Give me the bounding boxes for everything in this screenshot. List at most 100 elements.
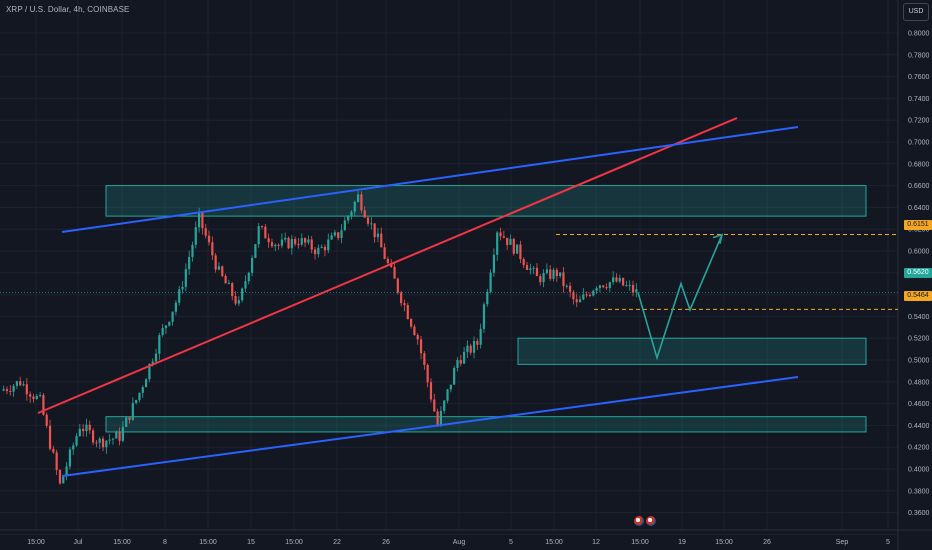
candle-body <box>439 410 443 426</box>
candle-body <box>171 311 174 322</box>
currency-button[interactable]: USD <box>903 3 929 21</box>
time-tick-label: 15:00 <box>199 539 217 546</box>
candle-body <box>111 438 115 440</box>
candle-body <box>307 239 310 243</box>
candle-body <box>625 285 628 287</box>
candle-body <box>621 277 625 286</box>
candle-body <box>618 277 621 282</box>
price-tick-label: 0.6200 <box>908 227 930 234</box>
candle-body <box>204 228 207 236</box>
candle-body <box>602 285 605 288</box>
price-tag-current: 0.5620 <box>904 268 932 278</box>
candle-body <box>35 395 38 399</box>
candle-body <box>496 232 499 255</box>
grid-lines <box>0 0 898 535</box>
lower-channel-line-blue <box>61 376 799 477</box>
candle-body <box>393 266 396 279</box>
candle-body <box>141 387 144 393</box>
candle-body <box>22 384 25 386</box>
candle-body <box>327 239 330 251</box>
candle-body <box>82 428 85 432</box>
candle-body <box>489 272 492 292</box>
candle-body <box>88 424 91 431</box>
price-tick-label: 0.5200 <box>908 336 930 343</box>
price-tag-lower: 0.5464 <box>904 291 932 301</box>
time-tick-label: 5 <box>509 539 513 546</box>
candle-body <box>52 448 55 453</box>
candle-body <box>476 341 479 345</box>
candle-body <box>337 232 340 239</box>
time-tick-label: 15:00 <box>285 539 303 546</box>
candle-body <box>29 394 32 397</box>
candle-body <box>78 428 81 437</box>
candle-body <box>164 325 168 329</box>
candle-body <box>25 384 28 395</box>
candle-body <box>128 417 131 420</box>
candle-body <box>115 432 118 439</box>
candle-body <box>409 319 413 327</box>
candle-body <box>290 238 293 249</box>
candle-body <box>466 345 469 352</box>
candle-body <box>131 402 134 420</box>
candle-body <box>317 247 320 255</box>
time-tick-label: Sep <box>836 539 849 546</box>
candle-body <box>403 303 406 306</box>
price-tick-label: 0.8000 <box>908 31 930 38</box>
candle-body <box>244 281 247 289</box>
candle-body <box>284 237 287 240</box>
candle-body <box>174 302 178 312</box>
symbol-title[interactable]: XRP / U.S. Dollar, 4h, COINBASE <box>6 5 130 14</box>
candle-body <box>615 277 618 282</box>
candle-body <box>433 399 436 412</box>
us-flag-icon[interactable] <box>646 516 656 526</box>
candle-body <box>386 258 390 263</box>
candle-body <box>277 244 280 246</box>
time-tick-label: Jul <box>74 539 83 546</box>
candle-body <box>575 299 578 303</box>
candle-body <box>559 272 562 277</box>
price-tick-label: 0.7600 <box>908 74 930 81</box>
candle-body <box>565 285 568 287</box>
candle-body <box>347 216 350 221</box>
candle-body <box>482 304 486 329</box>
candle-body <box>231 283 234 297</box>
candle-body <box>95 442 98 444</box>
event-flags[interactable] <box>634 516 656 526</box>
candle-body <box>237 300 240 304</box>
price-tick-label: 0.7400 <box>908 96 930 103</box>
projection-path <box>637 234 723 361</box>
projection-arrow-head <box>712 233 724 244</box>
candle-body <box>323 246 327 251</box>
candle-body <box>449 384 452 390</box>
candle-body <box>241 288 244 301</box>
time-tick-label: 15:00 <box>545 539 563 546</box>
candle-body <box>75 436 78 446</box>
candle-body <box>506 237 509 245</box>
candle-body <box>426 365 429 383</box>
candle-body <box>598 285 602 289</box>
candle-body <box>135 400 138 403</box>
candle-body <box>300 238 303 245</box>
price-tick-label: 0.4600 <box>908 401 930 408</box>
time-tick-label: 15:00 <box>27 539 45 546</box>
candle-body <box>154 353 158 362</box>
candle-body <box>582 294 585 300</box>
candle-body <box>419 339 423 354</box>
candle-body <box>280 239 284 246</box>
candle-body <box>333 232 337 236</box>
candle-body <box>549 269 552 279</box>
candle-body <box>19 381 22 386</box>
us-flag-icon[interactable] <box>634 516 644 526</box>
candle-body <box>628 285 631 287</box>
candle-body <box>2 389 5 391</box>
candle-body <box>221 266 224 276</box>
candle-body <box>105 440 108 448</box>
candle-body <box>578 299 582 303</box>
candle-body <box>58 470 62 484</box>
candle-body <box>572 291 575 300</box>
candle-body <box>138 392 141 401</box>
time-tick-label: 15:00 <box>113 539 131 546</box>
candle-body <box>65 466 68 477</box>
